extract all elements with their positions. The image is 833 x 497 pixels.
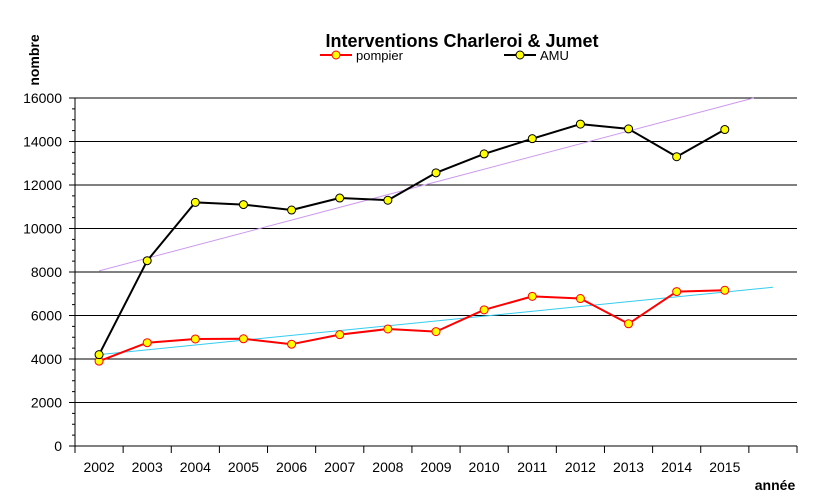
data-point-amu-2014 [672, 152, 682, 162]
x-tick-label-2010: 2010 [469, 459, 500, 475]
y-tick-label-0: 0 [54, 438, 62, 454]
data-point-pompier-2012 [575, 294, 585, 304]
data-point-amu-2002 [94, 350, 104, 360]
data-point-pompier-2003 [142, 338, 152, 348]
data-point-amu-2010 [479, 149, 489, 159]
data-point-pompier-2015 [720, 285, 730, 295]
data-point-pompier-2010 [479, 305, 489, 315]
data-point-pompier-2004 [190, 334, 200, 344]
y-tick-label-2000: 2000 [31, 395, 62, 411]
data-point-amu-2012 [575, 119, 585, 129]
trendlines [98, 97, 773, 356]
data-point-amu-2006 [287, 205, 297, 215]
y-tick-label-14000: 14000 [23, 134, 62, 150]
x-tick-label-2011: 2011 [517, 459, 547, 475]
legend-label-amu: AMU [540, 48, 569, 63]
x-tick-label-2002: 2002 [83, 459, 114, 475]
y-tick-label-10000: 10000 [23, 221, 62, 237]
x-tick-label-2004: 2004 [180, 459, 211, 475]
series-line-amu [98, 123, 726, 356]
data-point-amu-2015 [720, 125, 730, 135]
data-point-pompier-2009 [431, 327, 441, 337]
legend-marker-amu [515, 50, 525, 60]
data-point-pompier-2014 [672, 287, 682, 297]
data-point-amu-2011 [527, 134, 537, 144]
y-tick-labels: 0 2000 4000 6000 8000 10000 12000 14000 16000 [23, 90, 62, 454]
y-axis-label: nombre [26, 34, 42, 86]
legend: pompier AMU [320, 48, 569, 63]
x-tick-label-2006: 2006 [276, 459, 307, 475]
data-point-amu-2004 [190, 197, 200, 207]
x-tick-label-2008: 2008 [372, 459, 403, 475]
data-point-amu-2013 [624, 124, 634, 134]
y-tick-label-16000: 16000 [23, 90, 62, 106]
y-tick-label-4000: 4000 [31, 351, 62, 367]
trendline-amu [98, 97, 754, 272]
x-tick-label-2012: 2012 [565, 459, 596, 475]
data-point-pompier-2013 [624, 319, 634, 329]
x-tick-label-2003: 2003 [132, 459, 163, 475]
data-point-pompier-2008 [383, 324, 393, 334]
x-axis-label: année [755, 477, 796, 493]
x-tick-label-2015: 2015 [709, 459, 740, 475]
y-tick-label-6000: 6000 [31, 308, 62, 324]
x-tick-label-2005: 2005 [228, 459, 259, 475]
series-line-pompier [98, 289, 725, 363]
data-point-amu-2007 [335, 193, 345, 203]
data-point-pompier-2011 [527, 291, 537, 301]
data-point-pompier-2006 [287, 339, 297, 349]
data-point-amu-2008 [383, 195, 393, 205]
data-point-amu-2009 [431, 168, 441, 178]
x-tick-label-2007: 2007 [324, 459, 355, 475]
trendline-pompier [99, 286, 773, 356]
x-tick-label-2014: 2014 [661, 459, 692, 475]
gridlines [75, 97, 797, 403]
y-tick-label-8000: 8000 [31, 264, 62, 280]
x-tick-labels: 2002 2003 2004 2005 2006 2007 2008 2009 2010 2011… [83, 459, 740, 475]
chart-title: Interventions Charleroi & Jumet [325, 31, 598, 51]
x-tick-label-2013: 2013 [613, 459, 644, 475]
data-point-pompier-2007 [335, 330, 345, 340]
data-point-amu-2003 [142, 256, 152, 266]
series-lines [94, 119, 730, 366]
legend-label-pompier: pompier [356, 48, 404, 63]
legend-marker-pompier [331, 50, 341, 60]
axes [69, 97, 798, 453]
y-tick-label-12000: 12000 [23, 177, 62, 193]
x-tick-label-2009: 2009 [420, 459, 451, 475]
data-point-pompier-2005 [238, 334, 248, 344]
data-point-amu-2005 [238, 200, 248, 210]
